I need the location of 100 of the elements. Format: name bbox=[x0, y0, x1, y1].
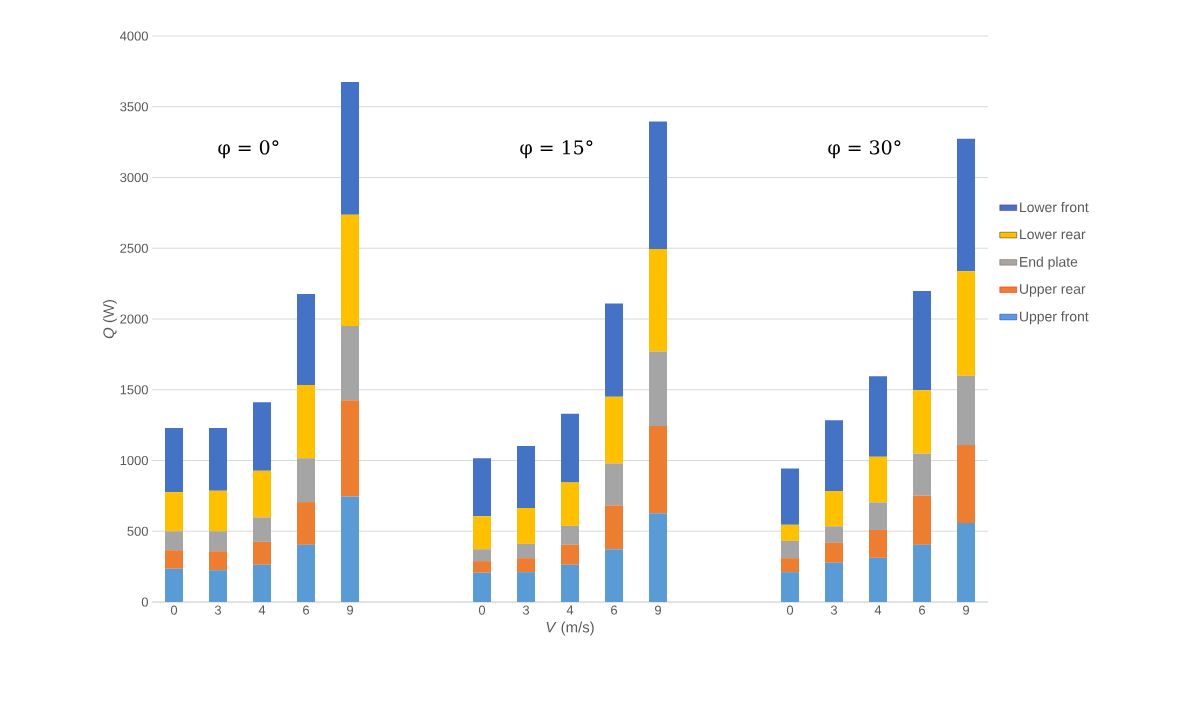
bar bbox=[781, 540, 800, 559]
bar bbox=[649, 513, 668, 602]
bar bbox=[473, 516, 492, 550]
legend-label: Lower front bbox=[1020, 201, 1089, 213]
y-tick-label: 2000 bbox=[120, 314, 148, 324]
bar bbox=[913, 495, 932, 545]
bar bbox=[781, 468, 800, 525]
x-axis-title: V (m/s) bbox=[546, 621, 594, 636]
bar bbox=[649, 425, 668, 514]
y-tick-label: 3000 bbox=[120, 172, 148, 183]
bar bbox=[561, 482, 580, 526]
bar bbox=[913, 291, 932, 391]
bar bbox=[253, 564, 272, 602]
y-tick-label: 500 bbox=[127, 526, 148, 536]
x-tick-label: 4 bbox=[566, 605, 574, 615]
bar bbox=[561, 544, 580, 565]
y-tick-label: 4000 bbox=[119, 31, 148, 41]
bar bbox=[957, 375, 976, 445]
bar bbox=[605, 463, 624, 506]
x-tick-label: 9 bbox=[347, 605, 353, 615]
bar bbox=[517, 543, 536, 559]
bar bbox=[561, 525, 580, 545]
bar bbox=[165, 550, 184, 569]
bar bbox=[913, 390, 932, 454]
bar bbox=[825, 526, 844, 543]
bar bbox=[253, 541, 272, 565]
x-tick-label: 6 bbox=[919, 605, 926, 615]
bar bbox=[517, 508, 536, 544]
y-tick-label: 3500 bbox=[120, 102, 148, 112]
bar bbox=[165, 531, 184, 551]
x-tick-label: 3 bbox=[830, 605, 838, 615]
bar bbox=[649, 248, 668, 352]
legend-label: End plate bbox=[1020, 256, 1078, 270]
bar bbox=[297, 385, 316, 459]
bar bbox=[517, 572, 536, 602]
bar bbox=[517, 558, 536, 573]
bar bbox=[825, 542, 844, 563]
bar bbox=[869, 376, 888, 457]
bar bbox=[913, 544, 932, 602]
bar bbox=[957, 522, 976, 602]
y-tick-label: 0 bbox=[141, 597, 148, 607]
x-tick-label: 6 bbox=[303, 605, 310, 615]
legend-label: Upper rear bbox=[1020, 284, 1086, 297]
x-tick-label: 0 bbox=[478, 605, 486, 615]
y-tick-label: 1500 bbox=[120, 385, 148, 395]
bar bbox=[781, 558, 800, 573]
bar bbox=[869, 456, 888, 503]
bar bbox=[869, 529, 888, 558]
y-tick-label: 2500 bbox=[120, 243, 148, 253]
bar bbox=[209, 490, 228, 532]
bar bbox=[297, 544, 316, 602]
bar bbox=[957, 138, 976, 272]
x-tick-label: 4 bbox=[874, 605, 882, 615]
bar bbox=[209, 427, 228, 491]
bar bbox=[473, 561, 492, 573]
bar bbox=[605, 396, 624, 464]
bar bbox=[473, 572, 492, 602]
bar bbox=[209, 551, 228, 571]
bar bbox=[649, 121, 668, 249]
bar bbox=[209, 531, 228, 552]
bar bbox=[165, 427, 184, 493]
annotation: φ = 0° bbox=[218, 140, 279, 159]
bar bbox=[825, 420, 844, 492]
bar bbox=[957, 271, 976, 376]
y-tick-label: 1000 bbox=[120, 455, 148, 466]
bar bbox=[605, 505, 624, 550]
bar bbox=[517, 445, 536, 509]
bar bbox=[165, 568, 184, 602]
x-tick-label: 3 bbox=[522, 605, 530, 615]
bar bbox=[297, 502, 316, 545]
bar bbox=[869, 557, 888, 602]
bar bbox=[913, 453, 932, 496]
x-tick-label: 4 bbox=[258, 605, 266, 615]
bar bbox=[473, 458, 492, 517]
bar bbox=[825, 491, 844, 527]
bar bbox=[649, 351, 668, 426]
bar bbox=[605, 303, 624, 397]
bar bbox=[825, 562, 844, 602]
bar bbox=[869, 502, 888, 530]
bar bbox=[957, 444, 976, 523]
x-tick-label: 9 bbox=[963, 605, 969, 615]
bar bbox=[561, 564, 580, 602]
bar bbox=[341, 81, 360, 215]
bar bbox=[165, 492, 184, 532]
bar bbox=[253, 402, 272, 471]
legend-label: Lower rear bbox=[1020, 229, 1086, 240]
annotation: φ = 30° bbox=[828, 140, 901, 159]
bar bbox=[209, 570, 228, 602]
bar bbox=[253, 517, 272, 542]
x-tick-label: 0 bbox=[786, 605, 794, 615]
x-tick-label: 9 bbox=[655, 605, 661, 615]
annotation: φ = 15° bbox=[520, 140, 593, 159]
legend-label: Upper front bbox=[1020, 311, 1089, 325]
bar bbox=[341, 214, 360, 327]
x-tick-label: 6 bbox=[611, 605, 618, 615]
y-axis-title: Q (W) bbox=[102, 299, 117, 339]
bar bbox=[605, 549, 624, 602]
bar bbox=[341, 400, 360, 497]
bar bbox=[781, 572, 800, 602]
x-tick-label: 0 bbox=[170, 605, 178, 615]
